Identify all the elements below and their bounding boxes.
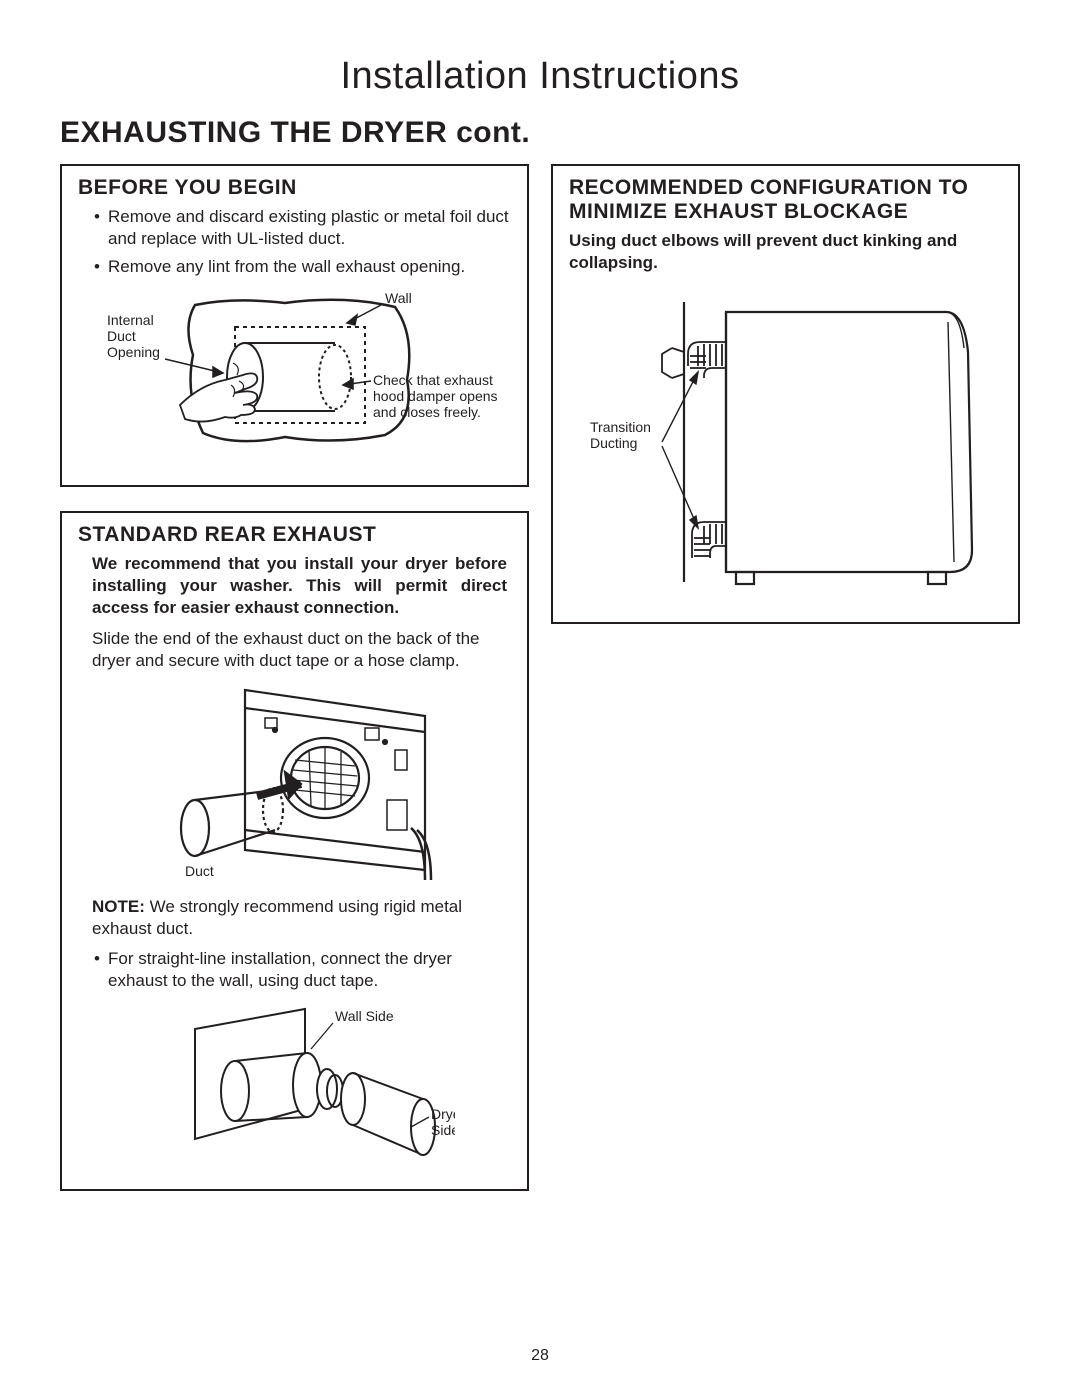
note-prefix: NOTE: (92, 897, 145, 916)
bullet-item: For straight-line installation, connect … (94, 948, 511, 992)
right-column: RECOMMENDED CONFIGURATION TO MINIMIZE EX… (551, 164, 1020, 1215)
note-body: We strongly recommend using rigid metal … (92, 897, 462, 938)
bullet-item: Remove any lint from the wall exhaust op… (94, 256, 511, 278)
two-column-layout: BEFORE YOU BEGIN Remove and discard exis… (60, 164, 1020, 1215)
straight-duct-diagram: Wall Side Dryer Side (135, 999, 455, 1169)
dryer-side-label: Dryer Side (431, 1106, 455, 1138)
check-exhaust-label: Check that exhaust hood damper opens and… (373, 372, 501, 420)
left-column: BEFORE YOU BEGIN Remove and discard exis… (60, 164, 529, 1215)
slide-text: Slide the end of the exhaust duct on the… (78, 628, 511, 672)
dryer-back-diagram: Duct (125, 680, 465, 890)
page-number: 28 (0, 1347, 1080, 1365)
rear-exhaust-heading: STANDARD REAR EXHAUST (78, 523, 511, 547)
recommended-config-box: RECOMMENDED CONFIGURATION TO MINIMIZE EX… (551, 164, 1020, 624)
internal-duct-label: Internal Duct Opening (107, 312, 160, 360)
standard-rear-exhaust-box: STANDARD REAR EXHAUST We recommend that … (60, 511, 529, 1191)
before-heading: BEFORE YOU BEGIN (78, 176, 511, 200)
before-you-begin-box: BEFORE YOU BEGIN Remove and discard exis… (60, 164, 529, 487)
elbows-text: Using duct elbows will prevent duct kink… (569, 230, 1002, 274)
bullet-item: Remove and discard existing plastic or m… (94, 206, 511, 250)
transition-ducting-label: Transition Ducting (590, 419, 655, 451)
wall-side-label: Wall Side (335, 1008, 394, 1024)
recommend-text: We recommend that you install your dryer… (78, 553, 511, 619)
recommended-heading: RECOMMENDED CONFIGURATION TO MINIMIZE EX… (569, 176, 1002, 224)
section-title: EXHAUSTING THE DRYER cont. (60, 116, 1020, 150)
rear-bullets: For straight-line installation, connect … (78, 948, 511, 992)
before-bullets: Remove and discard existing plastic or m… (78, 206, 511, 277)
note-text: NOTE: We strongly recommend using rigid … (78, 896, 511, 940)
duct-label: Duct (185, 863, 214, 879)
wall-label: Wall (385, 290, 412, 306)
wall-duct-diagram: Wall Internal Duct Opening Check th (85, 285, 505, 465)
dryer-side-diagram: Transition Ducting (576, 282, 996, 602)
page-title: Installation Instructions (60, 55, 1020, 98)
